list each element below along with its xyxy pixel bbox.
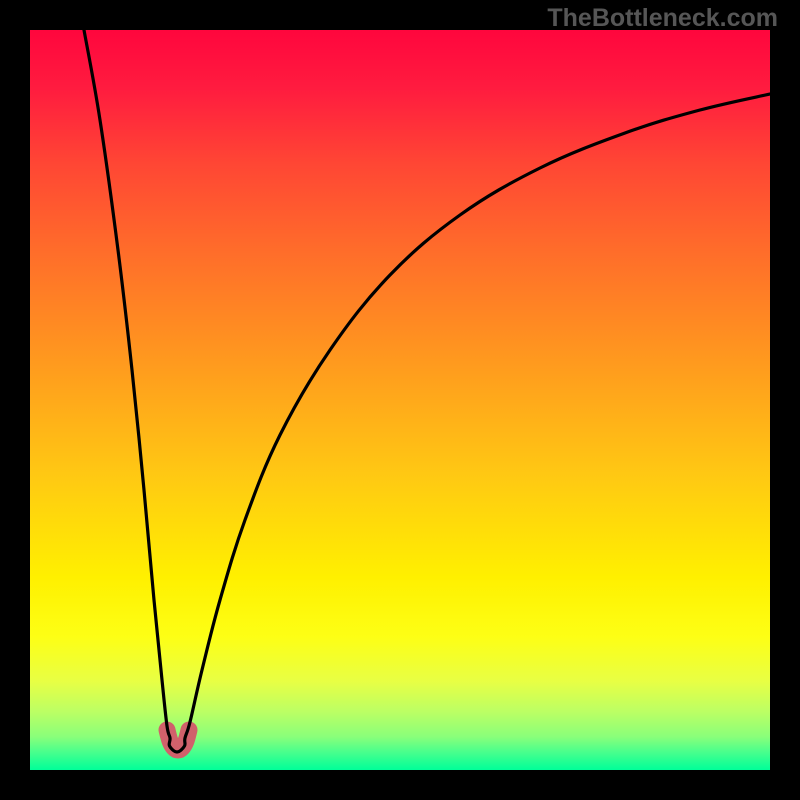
plot-area [30,30,770,770]
chart-frame: TheBottleneck.com [0,0,800,800]
curve-layer [30,30,770,770]
watermark-text: TheBottleneck.com [547,4,778,33]
gradient-background [30,30,770,770]
